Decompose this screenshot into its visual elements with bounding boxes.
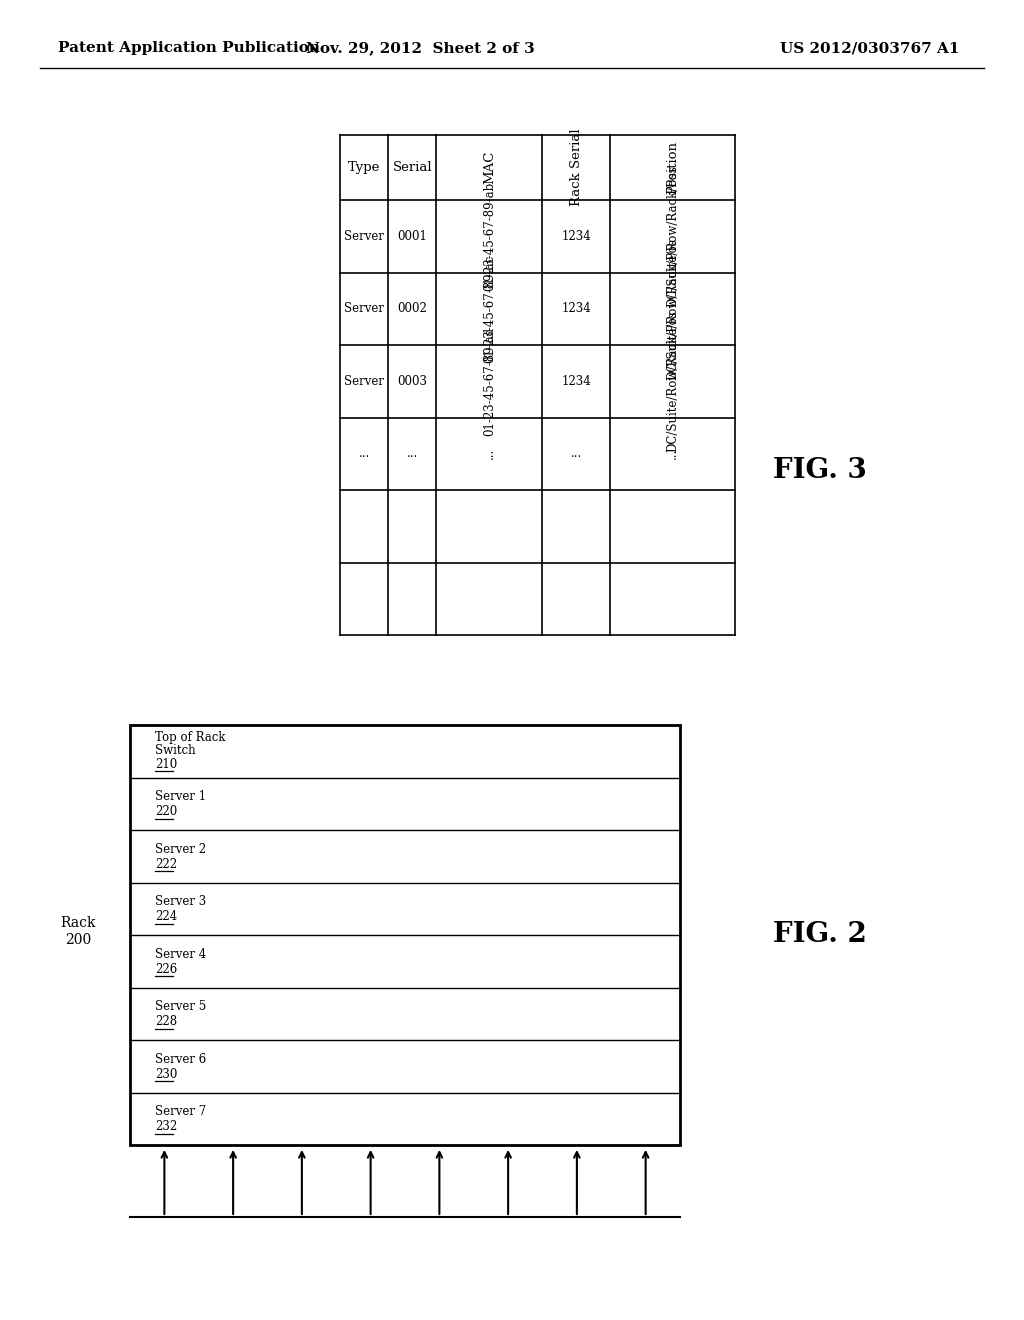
Text: Server 2: Server 2 [155,842,206,855]
Text: Position: Position [666,141,679,194]
Text: US 2012/0303767 A1: US 2012/0303767 A1 [780,41,959,55]
Text: 230: 230 [155,1068,177,1081]
Text: DC/Suite/Row/Rack/Pos: DC/Suite/Row/Rack/Pos [666,165,679,308]
Text: Rack: Rack [60,916,96,931]
Text: 210: 210 [155,758,177,771]
Text: 1234: 1234 [561,375,591,388]
Text: 226: 226 [155,962,177,975]
Text: Server 4: Server 4 [155,948,206,961]
Text: 228: 228 [155,1015,177,1028]
Text: Server 5: Server 5 [155,1001,206,1014]
Text: Server: Server [344,230,384,243]
Text: 0001: 0001 [397,230,427,243]
Text: Nov. 29, 2012  Sheet 2 of 3: Nov. 29, 2012 Sheet 2 of 3 [305,41,535,55]
Text: ...: ... [483,447,496,459]
Text: 1234: 1234 [561,302,591,315]
Text: ...: ... [666,447,679,459]
Text: 200: 200 [65,933,91,946]
Text: ...: ... [358,447,370,461]
Text: Server 6: Server 6 [155,1053,206,1065]
Text: Top of Rack: Top of Rack [155,731,225,743]
Text: 232: 232 [155,1121,177,1134]
Text: 0003: 0003 [397,375,427,388]
Text: 01-23-45-67-89-ab: 01-23-45-67-89-ab [483,182,496,290]
Text: Switch: Switch [155,743,196,756]
Text: 220: 220 [155,805,177,818]
Text: Patent Application Publication: Patent Application Publication [58,41,319,55]
Text: 01-23-45-67-89-ad: 01-23-45-67-89-ad [483,326,496,436]
Text: Serial: Serial [392,161,432,174]
Text: MAC: MAC [483,150,496,185]
Text: 0002: 0002 [397,302,427,315]
Text: Server: Server [344,375,384,388]
Text: Rack Serial: Rack Serial [569,128,583,206]
Text: Server 1: Server 1 [155,791,206,804]
Text: FIG. 2: FIG. 2 [773,921,867,949]
Text: ...: ... [570,447,582,461]
Bar [130,725,680,1144]
Text: 222: 222 [155,858,177,871]
Text: Server 3: Server 3 [155,895,206,908]
Text: 224: 224 [155,911,177,923]
Text: 1234: 1234 [561,230,591,243]
Text: FIG. 3: FIG. 3 [773,457,867,483]
Text: Server: Server [344,302,384,315]
Text: 01-23-45-67-89-ac: 01-23-45-67-89-ac [483,255,496,363]
Text: DC/Suite/Row/Rack/Pos: DC/Suite/Row/Rack/Pos [666,238,679,380]
Text: Type: Type [348,161,380,174]
Text: Server 7: Server 7 [155,1105,206,1118]
Text: ...: ... [407,447,418,461]
Text: DC/Suite/Row/Rack/Pos: DC/Suite/Row/Rack/Pos [666,310,679,453]
